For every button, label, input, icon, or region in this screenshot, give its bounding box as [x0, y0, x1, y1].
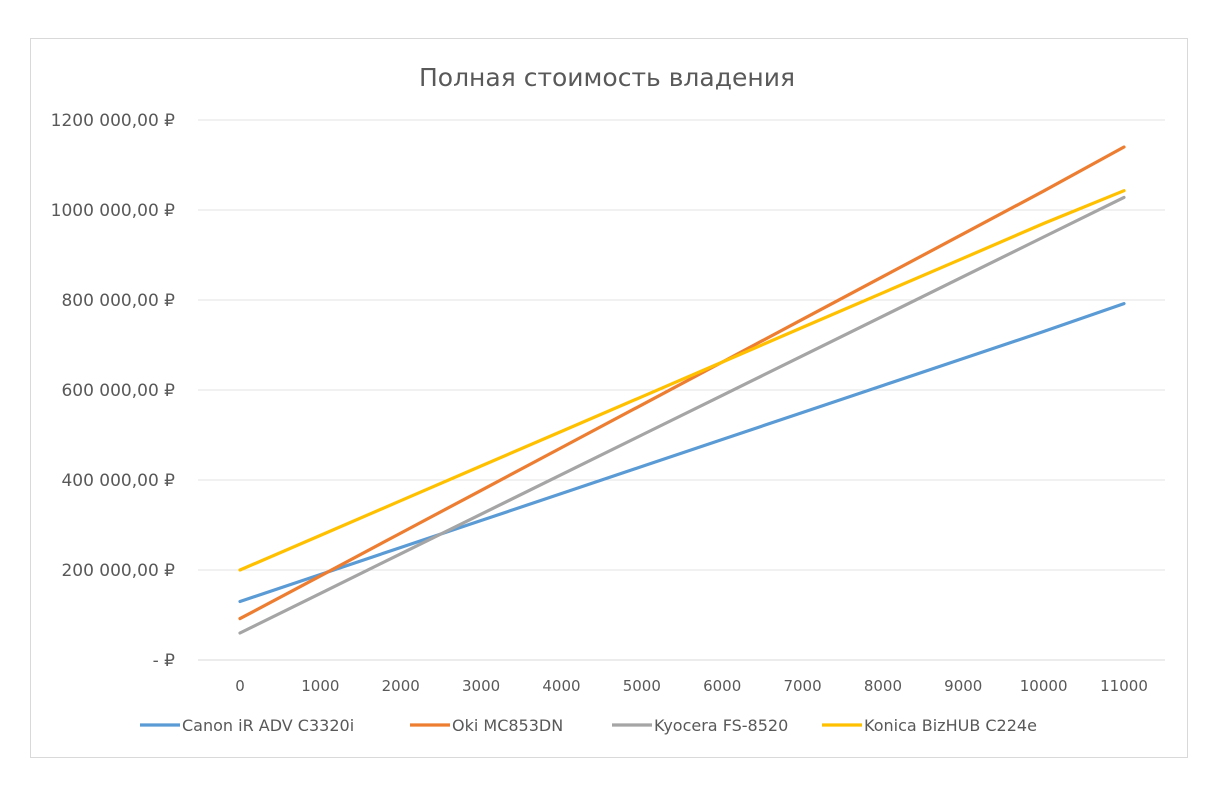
series-line-2 — [238, 195, 1126, 635]
x-tick-label: 3000 — [462, 677, 500, 695]
series-lines — [238, 145, 1126, 635]
series-line-1 — [238, 145, 1126, 621]
gridlines — [198, 119, 1165, 661]
y-tick-label: 400 000,00 ₽ — [61, 471, 175, 491]
x-tick-label: 8000 — [864, 677, 902, 695]
y-tick-label: 1000 000,00 ₽ — [51, 201, 176, 221]
x-tick-label: 9000 — [944, 677, 982, 695]
x-tick-label: 1000 — [301, 677, 339, 695]
legend-label: Oki MC853DN — [452, 716, 563, 735]
chart-title: Полная стоимость владения — [419, 63, 795, 92]
y-tick-label: 600 000,00 ₽ — [61, 381, 175, 401]
series-line-3 — [238, 189, 1126, 572]
x-tick-label: 6000 — [703, 677, 741, 695]
x-tick-label: 4000 — [542, 677, 580, 695]
y-tick-label: 800 000,00 ₽ — [61, 291, 175, 311]
y-tick-label: - ₽ — [153, 651, 176, 671]
y-axis-ticks: - ₽ 200 000,00 ₽ 400 000,00 ₽ 600 000,00 ₽ 8… — [51, 111, 176, 671]
y-tick-label: 1200 000,00 ₽ — [51, 111, 176, 131]
x-tick-label: 0 — [235, 677, 245, 695]
x-tick-label: 10000 — [1020, 677, 1068, 695]
x-tick-label: 5000 — [623, 677, 661, 695]
y-tick-label: 200 000,00 ₽ — [61, 561, 175, 581]
chart-frame — [30, 38, 1188, 758]
x-axis-ticks: 0 1000 2000 3000 4000 5000 6000 7000 8000 9000 100… — [235, 677, 1148, 695]
x-tick-label: 2000 — [382, 677, 420, 695]
legend-label: Canon iR ADV C3320i — [182, 716, 354, 735]
legend-label: Kyocera FS-8520 — [654, 716, 788, 735]
legend-label: Konica BizHUB C224e — [864, 716, 1037, 735]
x-tick-label: 11000 — [1100, 677, 1148, 695]
series-line-0 — [238, 302, 1126, 604]
x-tick-label: 7000 — [783, 677, 821, 695]
legend: Canon iR ADV C3320i Oki MC853DN Kyocera FS… — [140, 716, 1037, 735]
